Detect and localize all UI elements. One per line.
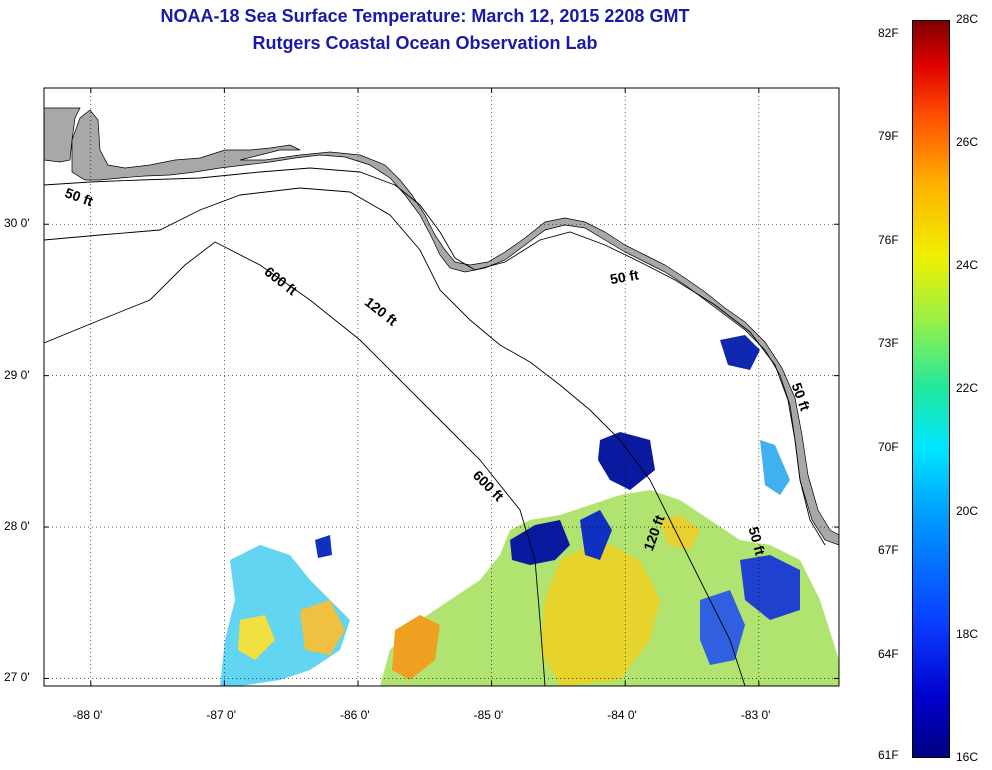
colorbar-fahrenheit-label: 64F — [878, 646, 899, 661]
colorbar-celsius-label: 16C — [956, 750, 979, 764]
colorbar-fahrenheit-label: 76F — [878, 232, 899, 247]
bathymetry-contours — [44, 167, 826, 686]
x-tick-label: -86 0' — [339, 708, 370, 722]
x-tick-label: -88 0' — [72, 708, 103, 722]
colorbar-celsius-label: 26C — [956, 135, 979, 149]
y-tick-label: 27 0' — [4, 670, 30, 685]
sst-data-patches — [220, 335, 839, 686]
y-tick-label: 30 0' — [4, 216, 30, 231]
colorbar-celsius-label: 28C — [956, 12, 979, 26]
x-tick-label: -87 0' — [206, 708, 237, 722]
colorbar-fahrenheit-label: 67F — [878, 543, 899, 558]
graticule-lines — [44, 88, 839, 686]
colorbar-fahrenheit-label: 73F — [878, 336, 899, 351]
contour-label: 50 ft — [746, 525, 769, 557]
map-subtitle: Rutgers Coastal Ocean Observation Lab — [252, 33, 598, 53]
land-mass — [44, 88, 839, 546]
temperature-colorbar — [912, 20, 950, 758]
colorbar-celsius-label: 18C — [956, 627, 979, 641]
colorbar-fahrenheit-label: 70F — [878, 439, 899, 454]
colorbar-fahrenheit-label: 79F — [878, 129, 899, 144]
colorbar-fahrenheit-label: 82F — [878, 25, 899, 40]
colorbar-fahrenheit-label: 61F — [878, 748, 899, 762]
map-title: NOAA-18 Sea Surface Temperature: March 1… — [160, 6, 690, 26]
colorbar-celsius-label: 24C — [956, 258, 979, 272]
y-tick-label: 28 0' — [4, 519, 30, 534]
colorbar-celsius-label: 22C — [956, 381, 979, 395]
axis-ticks — [44, 88, 839, 686]
x-tick-label: -83 0' — [740, 708, 771, 722]
y-tick-label: 29 0' — [4, 367, 30, 382]
contour-label: 50 ft — [609, 266, 640, 287]
colorbar-celsius-label: 20C — [956, 504, 979, 518]
x-tick-label: -85 0' — [473, 708, 504, 722]
inland-lake — [498, 92, 535, 103]
x-tick-label: -84 0' — [607, 708, 637, 722]
map-frame — [43, 87, 840, 687]
